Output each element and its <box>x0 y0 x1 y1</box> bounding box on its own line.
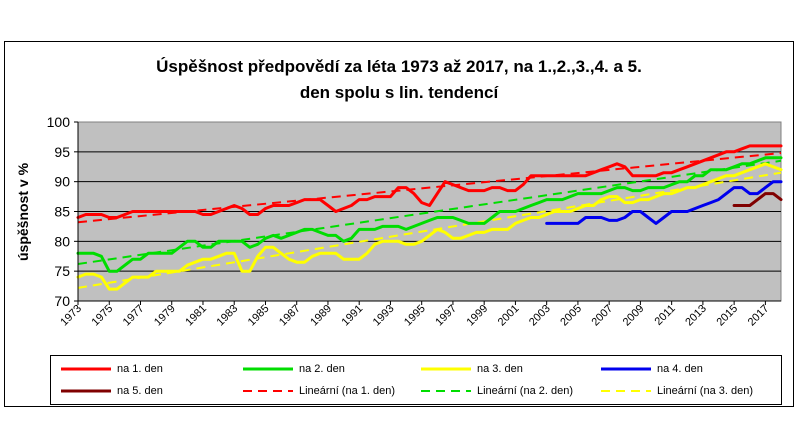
legend-swatch <box>61 389 111 393</box>
x-tick-label: 1991 <box>340 303 366 329</box>
x-tick-label: 1981 <box>183 303 209 329</box>
x-tick-label: 2009 <box>621 303 647 329</box>
y-axis-label: úspěšnost v % <box>15 162 31 261</box>
chart-title-line-1: Úspěšnost předpovědí za léta 1973 až 201… <box>156 57 642 76</box>
series-line-na-4-den <box>545 180 783 225</box>
series-line-line-rn-na-3-den <box>77 171 782 289</box>
y-tick-label: 75 <box>54 263 70 279</box>
x-tick-label: 1995 <box>402 303 428 329</box>
x-tick-label: 2001 <box>496 303 522 329</box>
legend: na 1. den na 2. den na 3. den na 4. den na 5… <box>50 355 782 405</box>
legend-swatch <box>61 367 111 371</box>
x-tick-label: 2011 <box>653 303 678 328</box>
legend-label: na 4. den <box>657 363 703 375</box>
legend-swatch <box>421 390 471 392</box>
x-tick-label: 1985 <box>246 303 272 329</box>
y-tick-label: 70 <box>54 293 70 309</box>
x-tick-label: 1989 <box>308 303 334 329</box>
series-line-line-rn-na-1-den <box>77 152 782 224</box>
x-tick-label: 1975 <box>90 303 116 329</box>
x-tick-label: 1983 <box>215 303 241 329</box>
x-tick-label: 2017 <box>746 303 772 329</box>
x-tick-label: 1993 <box>371 303 397 329</box>
x-tick-label: 1999 <box>465 303 491 329</box>
x-tick-label: 1977 <box>121 303 147 329</box>
y-tick-label: 90 <box>54 174 70 190</box>
y-tick-label: 95 <box>54 144 70 160</box>
legend-label: Lineární (na 1. den) <box>299 385 396 397</box>
x-tick-label: 1987 <box>277 303 303 329</box>
series-layer <box>76 144 783 291</box>
legend-label: Lineární (na 3. den) <box>657 385 754 397</box>
legend-swatch <box>421 367 471 371</box>
legend-label: na 5. den <box>117 385 163 397</box>
series-line-na-2-den <box>76 156 783 273</box>
series-line-na-1-den <box>76 144 783 219</box>
x-tick-label: 1997 <box>433 303 459 329</box>
x-tick-label: 2007 <box>589 303 615 329</box>
legend-label: na 2. den <box>299 363 345 375</box>
x-tick-label: 2015 <box>714 303 740 329</box>
chart-title-line-2: den spolu s lin. tendencí <box>299 83 499 102</box>
series-line-na-3-den <box>76 162 783 291</box>
x-tick-label: 1979 <box>152 303 178 329</box>
legend-label: na 3. den <box>477 363 523 375</box>
legend-swatch <box>243 367 293 371</box>
y-tick-label: 85 <box>54 204 70 220</box>
legend-swatch <box>601 390 651 392</box>
x-tick-label: 2003 <box>527 303 553 329</box>
x-tick-label: 2005 <box>558 303 584 329</box>
legend-label: Lineární (na 2. den) <box>477 385 574 397</box>
legend-label: na 1. den <box>117 363 163 375</box>
x-tick-label: 2013 <box>683 303 709 329</box>
chart-title: Úspěšnost předpovědí za léta 1973 až 201… <box>0 54 798 106</box>
legend-swatch <box>243 390 293 392</box>
grid-layer <box>77 121 782 302</box>
y-tick-label: 80 <box>54 233 70 249</box>
series-line-line-rn-na-2-den <box>77 159 782 265</box>
series-line-na-5-den <box>732 192 783 207</box>
y-tick-label: 100 <box>47 114 71 130</box>
legend-swatch <box>601 367 651 371</box>
